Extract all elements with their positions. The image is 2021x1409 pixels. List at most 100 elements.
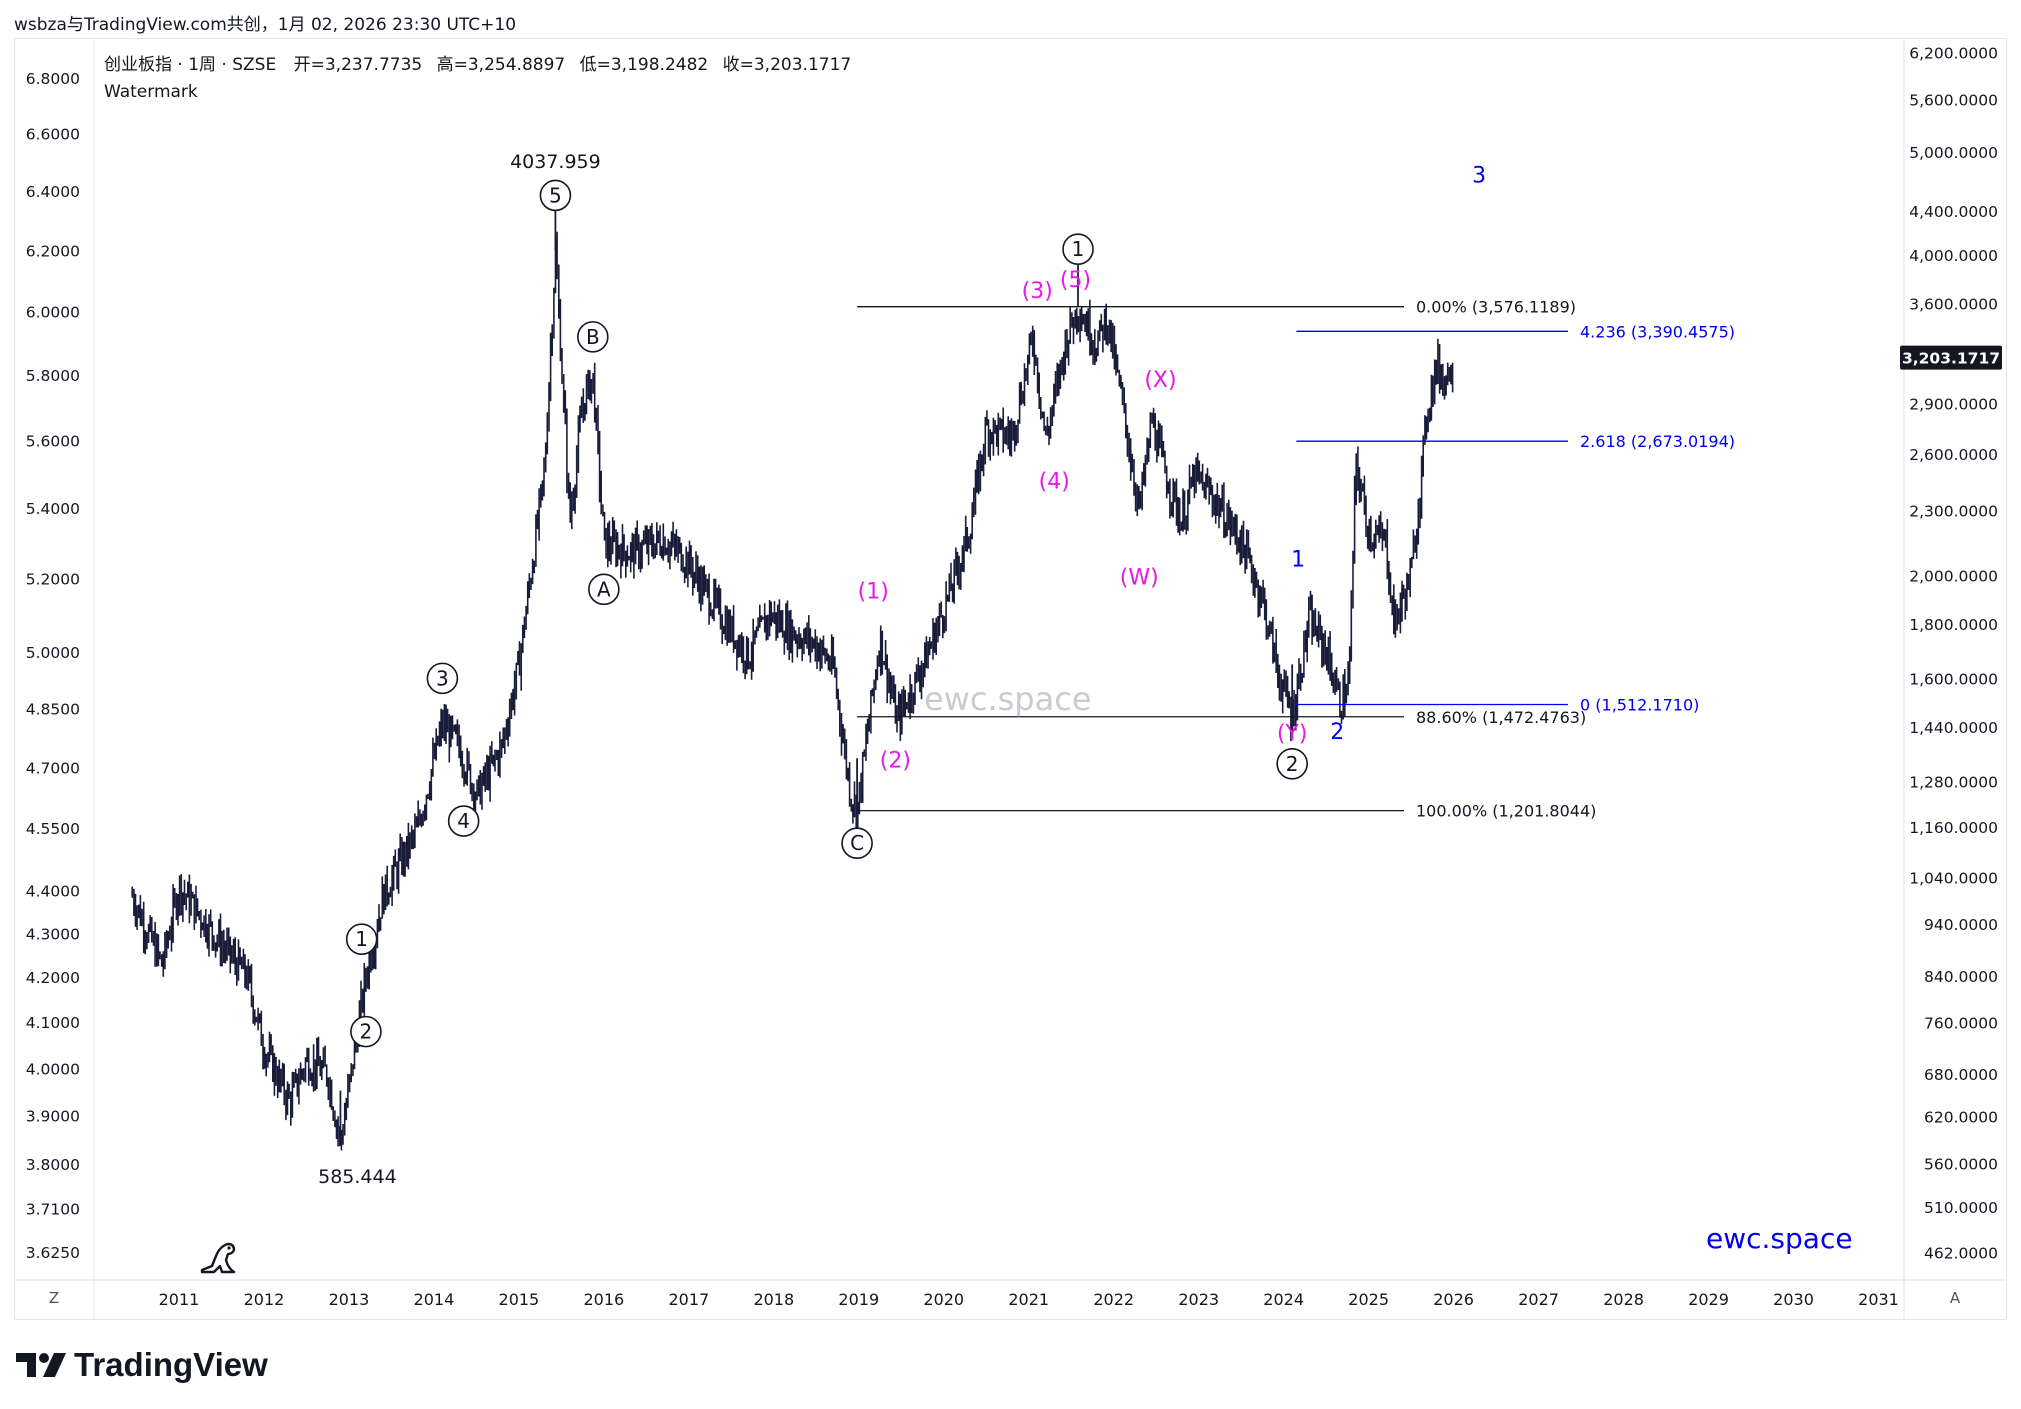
wave-circle-9 bbox=[841, 827, 873, 860]
year-tick-14: 2025 bbox=[1348, 1290, 1389, 1309]
close-value: 收=3,203.1717 bbox=[722, 55, 852, 75]
watermark-label: Watermark bbox=[104, 82, 198, 102]
left-tick-12: 4.5500 bbox=[26, 820, 80, 838]
wave-label-16: (4) bbox=[1039, 469, 1070, 494]
right-tick-9: 2,000.0000 bbox=[1909, 567, 1998, 585]
wave-circle-8 bbox=[350, 1015, 382, 1048]
wave-label-10: 1 bbox=[1072, 237, 1085, 261]
watermark-corner: ewc.space bbox=[1706, 1222, 1853, 1255]
wave-label-21: 2 bbox=[1330, 720, 1344, 745]
wave-label-5: 3 bbox=[436, 666, 449, 690]
wave-label-17: (X) bbox=[1144, 368, 1176, 393]
last-price-label: 3,203.1717 bbox=[1902, 350, 2000, 368]
symbol-legend: 创业板指 · 1周 · SZSE 开=3,237.7735 高=3,254.88… bbox=[104, 52, 860, 106]
wave-label-11: 2 bbox=[1286, 752, 1299, 776]
auto-scale-button[interactable]: A bbox=[1949, 1289, 1961, 1307]
right-tick-5: 3,600.0000 bbox=[1909, 296, 1998, 314]
wave-labels-layer: 4037.959 585.444 5 B A 3 4 1 2 C 1 2 (1) (2) (3) (5) (4)… bbox=[318, 151, 1852, 1255]
right-tick-8: 2,300.0000 bbox=[1909, 503, 1998, 521]
wave-label-22: 3 bbox=[1472, 164, 1486, 189]
price-bars bbox=[131, 231, 1454, 1151]
right-tick-23: 462.0000 bbox=[1924, 1244, 1998, 1262]
wave-label-14: (3) bbox=[1022, 279, 1053, 304]
wave-circle-11 bbox=[1276, 747, 1308, 780]
right-tick-21: 560.0000 bbox=[1924, 1156, 1998, 1174]
wave-circle-10 bbox=[1062, 233, 1094, 265]
wave-label-13: (2) bbox=[880, 748, 911, 773]
right-tick-14: 1,160.0000 bbox=[1909, 819, 1998, 837]
right-tick-4: 4,000.0000 bbox=[1909, 247, 1998, 265]
year-tick-2: 2013 bbox=[329, 1290, 370, 1309]
left-tick-17: 4.0000 bbox=[26, 1060, 80, 1078]
right-tick-16: 940.0000 bbox=[1924, 916, 1998, 934]
year-tick-0: 2011 bbox=[159, 1290, 200, 1309]
last-price-tag bbox=[1900, 345, 2002, 370]
year-tick-9: 2020 bbox=[923, 1290, 964, 1309]
left-tick-4: 6.0000 bbox=[26, 304, 80, 322]
wave-label-3: B bbox=[586, 325, 600, 349]
left-tick-20: 3.7100 bbox=[26, 1201, 80, 1219]
right-tick-19: 680.0000 bbox=[1924, 1066, 1998, 1084]
right-tick-1: 5,600.0000 bbox=[1909, 91, 1998, 109]
left-tick-1: 6.6000 bbox=[26, 126, 80, 144]
level-label-4: 2.618 (2,673.0194) bbox=[1580, 432, 1735, 451]
wave-label-2: 5 bbox=[549, 183, 562, 207]
left-tick-2: 6.4000 bbox=[26, 183, 80, 201]
year-tick-1: 2012 bbox=[244, 1290, 285, 1309]
left-tick-9: 5.0000 bbox=[26, 644, 80, 662]
chart-header: wsbza与TradingView.com共创，1月 02, 2026 23:3… bbox=[14, 15, 517, 35]
symbol-title[interactable]: 创业板指 · 1周 · SZSE bbox=[104, 55, 277, 75]
left-tick-3: 6.2000 bbox=[26, 242, 80, 260]
left-tick-13: 4.4000 bbox=[26, 882, 80, 900]
left-tick-7: 5.4000 bbox=[26, 500, 80, 518]
right-price-axis: 6,200.0000 5,600.0000 5,000.0000 4,400.0000… bbox=[1900, 44, 2002, 1262]
candles-layer bbox=[131, 198, 1454, 1151]
year-tick-18: 2029 bbox=[1688, 1290, 1729, 1309]
right-tick-17: 840.0000 bbox=[1924, 968, 1998, 986]
left-tick-6: 5.6000 bbox=[26, 432, 80, 450]
right-tick-0: 6,200.0000 bbox=[1909, 44, 1998, 62]
year-tick-6: 2017 bbox=[668, 1290, 709, 1309]
right-tick-2: 5,000.0000 bbox=[1909, 144, 1998, 162]
left-tick-11: 4.7000 bbox=[26, 759, 80, 777]
year-tick-3: 2014 bbox=[414, 1290, 455, 1309]
axes-layer bbox=[14, 40, 2007, 1320]
wave-circle-2 bbox=[539, 179, 572, 212]
log-scale-toggle-button[interactable]: Z bbox=[48, 1289, 60, 1307]
year-tick-11: 2022 bbox=[1093, 1290, 1134, 1309]
year-tick-7: 2018 bbox=[753, 1290, 794, 1309]
wave-circle-7 bbox=[345, 923, 378, 955]
left-axis: 6.8000 6.6000 6.4000 6.2000 6.0000 5.8000 5.60… bbox=[26, 70, 80, 1262]
year-tick-16: 2027 bbox=[1518, 1290, 1559, 1309]
level-label-1: 88.60% (1,472.4763) bbox=[1416, 708, 1586, 727]
wave-label-9: C bbox=[850, 831, 864, 855]
tradingview-logo-icon bbox=[16, 1353, 66, 1377]
level-label-2: 100.00% (1,201.8044) bbox=[1416, 802, 1596, 821]
left-tick-18: 3.9000 bbox=[26, 1108, 80, 1126]
wave-label-4: A bbox=[597, 577, 611, 601]
chart-frame[interactable] bbox=[14, 38, 2007, 1320]
tradingview-brand[interactable]: TradingView bbox=[16, 1346, 268, 1384]
wave-label-6: 4 bbox=[457, 809, 470, 833]
low-value: 低=3,198.2482 bbox=[579, 55, 709, 75]
left-tick-5: 5.8000 bbox=[26, 367, 80, 385]
left-tick-19: 3.8000 bbox=[26, 1156, 80, 1174]
wave-label-8: 2 bbox=[360, 1020, 373, 1044]
year-tick-15: 2026 bbox=[1433, 1290, 1474, 1309]
year-tick-5: 2016 bbox=[583, 1290, 624, 1309]
right-tick-20: 620.0000 bbox=[1924, 1109, 1998, 1127]
left-tick-0: 6.8000 bbox=[26, 70, 80, 88]
year-tick-20: 2031 bbox=[1858, 1290, 1899, 1309]
price-chart[interactable]: 0.00% (3,576.1189) 88.60% (1,472.4763) 100… bbox=[0, 0, 2021, 1320]
right-tick-22: 510.0000 bbox=[1924, 1199, 1998, 1217]
right-tick-12: 1,440.0000 bbox=[1909, 719, 1998, 737]
wave-label-19: (Y) bbox=[1277, 722, 1308, 747]
fib-levels-layer: 0.00% (3,576.1189) 88.60% (1,472.4763) 100… bbox=[857, 298, 1735, 821]
year-tick-12: 2023 bbox=[1178, 1290, 1219, 1309]
level-label-0: 0.00% (3,576.1189) bbox=[1416, 298, 1576, 317]
year-tick-8: 2019 bbox=[838, 1290, 879, 1309]
wave-circle-5 bbox=[426, 662, 459, 695]
year-tick-10: 2021 bbox=[1008, 1290, 1049, 1309]
right-tick-13: 1,280.0000 bbox=[1909, 774, 1998, 792]
wave-label-18: (W) bbox=[1120, 566, 1159, 591]
